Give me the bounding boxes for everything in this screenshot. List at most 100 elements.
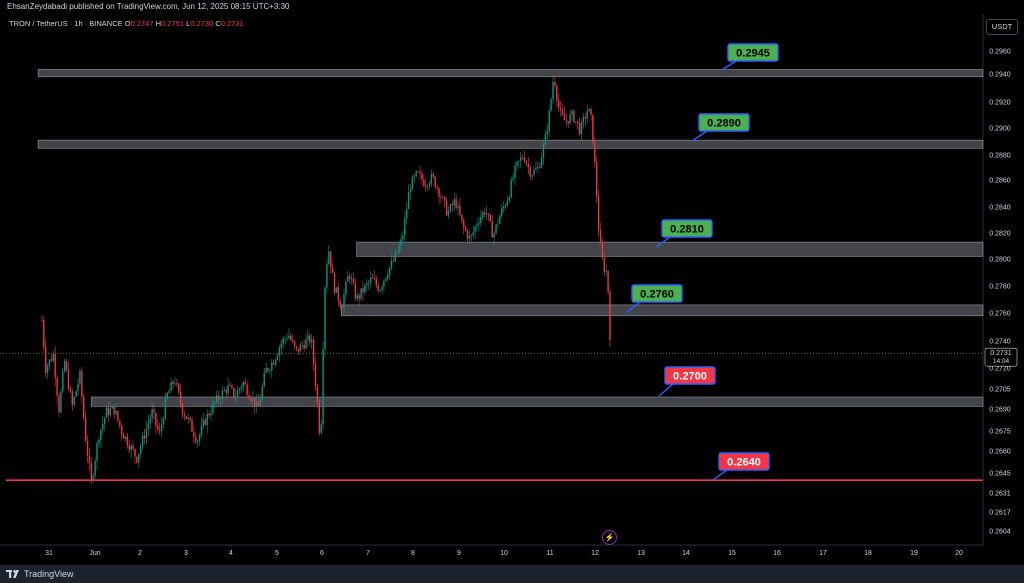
candle-body [537, 166, 539, 169]
candle-body [191, 419, 193, 432]
footer-bar: TradingView [0, 565, 1024, 583]
candle-body [354, 283, 357, 299]
candle-body [457, 205, 459, 208]
candle-body [330, 251, 332, 268]
candle-body [179, 391, 182, 404]
x-tick-label: 19 [910, 550, 918, 557]
candle-body [77, 383, 79, 392]
currency-button[interactable]: USDT [986, 19, 1018, 35]
zone-label-0-box [727, 43, 779, 62]
footer-brand: TradingView [24, 569, 74, 579]
x-tick-label: 14 [682, 550, 690, 557]
zone-label-2-pointer [655, 236, 671, 248]
candle-body [216, 395, 218, 403]
candle-body [246, 384, 248, 396]
symbol-legend: TRON / TetherUS · 1h · BINANCE O0.2747 H… [9, 19, 244, 28]
x-tick-label: 2 [138, 550, 142, 557]
time-axis[interactable]: 31 Jun 2 3 4 5 6 7 8 9 10 11 12 13 14 15 16 17 18 19 20 [45, 550, 963, 557]
candle-body [314, 364, 317, 387]
x-tick-label: 10 [500, 550, 508, 557]
candle-body [603, 258, 606, 272]
candle-body [594, 142, 596, 163]
candle-body [377, 285, 379, 292]
candle-body [444, 196, 446, 201]
candle-body [489, 214, 492, 222]
candle-body [413, 175, 416, 177]
candle-body [212, 402, 214, 414]
candle-body [98, 439, 100, 444]
candle-body [240, 386, 243, 389]
candle-body [478, 222, 480, 225]
y-tick-label: 0.2604 [989, 529, 1011, 536]
last-price-label: 0.2731 [990, 350, 1012, 357]
y-tick-label: 0.2840 [989, 205, 1011, 212]
candle-body [236, 390, 239, 397]
zone-label-3-pointer [625, 301, 641, 314]
candle-body [508, 197, 511, 201]
candle-body [172, 381, 174, 385]
candle-body [229, 385, 231, 387]
candle-body [360, 288, 362, 299]
candle-body [81, 370, 83, 397]
candle-body [221, 390, 224, 400]
candle-body [527, 163, 530, 167]
y-tick-label: 0.2617 [989, 510, 1011, 517]
candle-body [387, 275, 389, 279]
candle-body [280, 343, 283, 348]
candle-body [447, 211, 450, 216]
tradingview-logo-icon [6, 570, 19, 578]
candle-body [252, 397, 254, 401]
y-tick-label: 0.2780 [989, 284, 1011, 291]
candle-body [52, 354, 55, 361]
candle-body [64, 361, 66, 372]
candle-body [255, 401, 258, 407]
candle-body [383, 280, 385, 287]
candle-body [117, 411, 119, 421]
candle-body [233, 387, 235, 397]
candle-body [550, 99, 552, 111]
candle-body [523, 157, 526, 162]
candle-body [573, 110, 575, 122]
candle-body [107, 407, 110, 416]
candle-body [607, 270, 609, 292]
candle-body [50, 359, 53, 361]
symbol-name[interactable]: TRON / TetherUS · 1h · BINANCE [9, 19, 123, 28]
candle-body [565, 120, 568, 122]
candle-body [86, 441, 89, 456]
candle-body [521, 157, 524, 159]
candle-body [145, 428, 148, 439]
candle-body [398, 245, 400, 253]
zone-4 [90, 396, 984, 407]
candle-body [529, 166, 531, 177]
candle-body [402, 235, 404, 240]
candle-body [440, 196, 442, 198]
candle-body [259, 399, 262, 406]
price-chart[interactable]: 0.2945 0.2890 0.2810 0.2760 0.2700 0.2640 0.2… [0, 0, 1024, 565]
candle-body [569, 114, 571, 124]
candle-body [147, 423, 150, 429]
candle-body [578, 123, 581, 135]
candle-body [58, 395, 60, 413]
lightning-bolt-icon[interactable]: ⚡ [602, 530, 617, 545]
candle-body [430, 174, 433, 184]
candle-body [381, 286, 383, 290]
zone-label-1-box [698, 113, 750, 132]
publish-bar: EhsanZeydabadi published on TradingView.… [0, 0, 1024, 14]
candle-body [130, 445, 132, 450]
candle-body [219, 399, 222, 401]
candle-body [164, 398, 167, 419]
price-axis[interactable]: 0.2960 0.2940 0.2920 0.2900 0.2880 0.2860 0.28… [984, 49, 1018, 536]
candle-body [597, 196, 600, 231]
candle-body [501, 208, 503, 217]
open-label: O [124, 19, 131, 28]
candle-body [531, 175, 533, 177]
candle-body [425, 185, 427, 187]
candle-body [267, 368, 269, 371]
candle-body [470, 235, 473, 236]
candle-body [326, 264, 328, 288]
candle-body [94, 460, 96, 476]
y-tick-label: 0.2920 [989, 100, 1011, 107]
candle-body [567, 120, 569, 124]
candle-body [417, 171, 419, 173]
candle-body [48, 359, 51, 366]
